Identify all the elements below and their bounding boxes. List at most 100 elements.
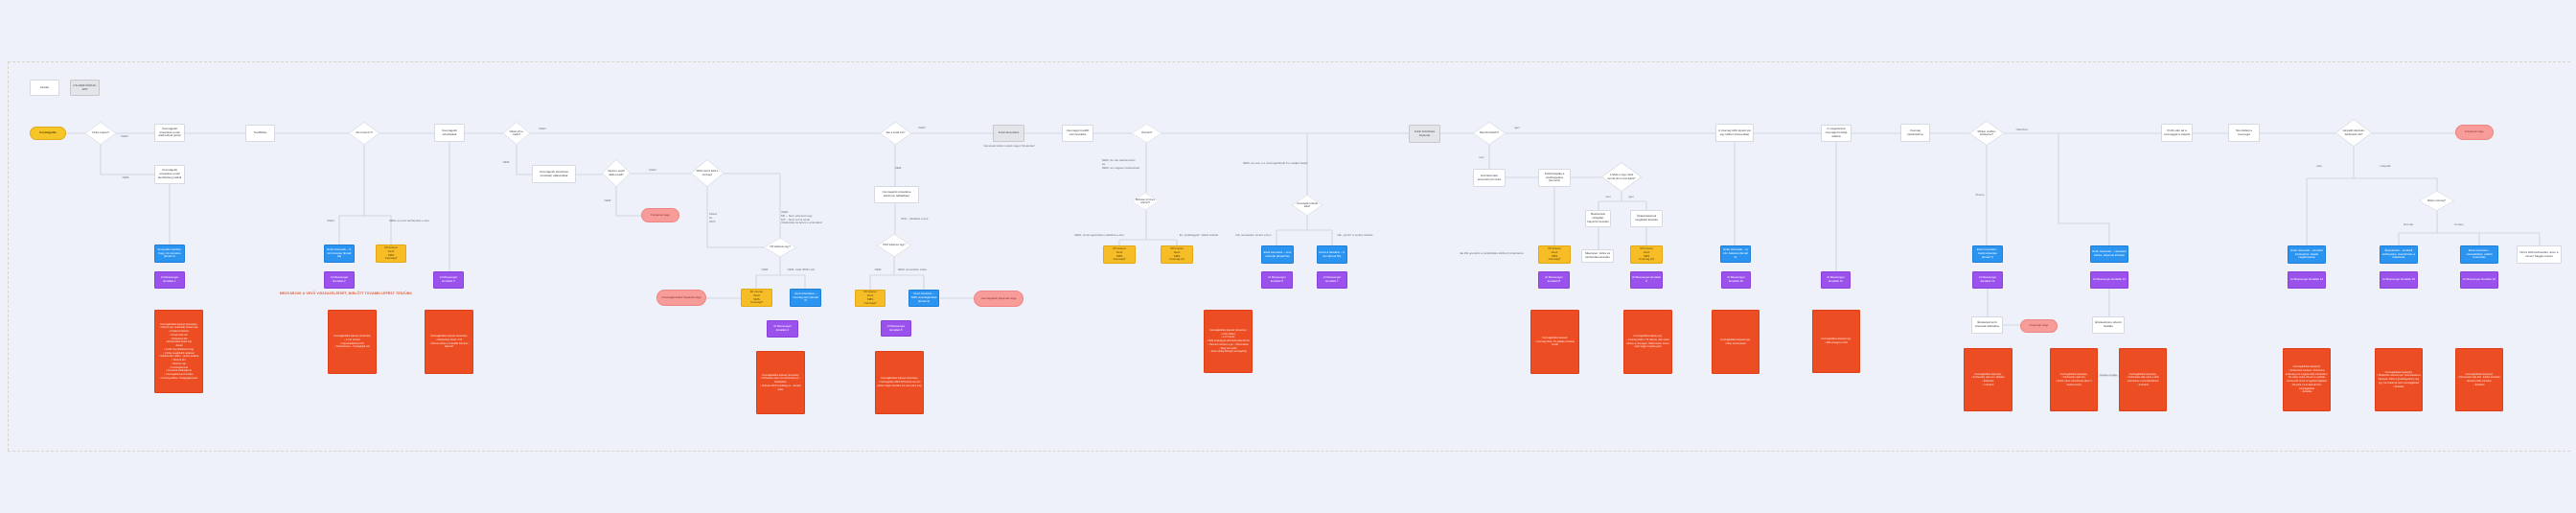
decision-node[interactable]: Csomagok számát adta? bbox=[1292, 195, 1322, 216]
legend-system-node[interactable]: CS-OEM MÓDJA: APP bbox=[70, 80, 100, 96]
email-step-node[interactable]: Ismét a feladóra – 2. kör (Email 5b) bbox=[1317, 245, 1347, 264]
details-note-node[interactable]: Csomagküldési lépése (je): • Csomag tétk… bbox=[1623, 310, 1672, 374]
process-node[interactable]: Csomagolót értesítése telefonon (ablakba… bbox=[874, 186, 919, 203]
ai-message-node[interactable]: AI Messenger Emailek 13 bbox=[2090, 271, 2128, 289]
details-note-node[interactable]: Csomagküldési lépések (értesítse): • Kör… bbox=[756, 351, 805, 414]
action-node[interactable]: MI üzenet Vevő SMS Csomag? bbox=[855, 290, 886, 307]
ai-message-node[interactable]: AI Messenger Emailek 10 bbox=[1721, 271, 1751, 289]
process-node[interactable]: Szemlélteti a csomagot bbox=[2228, 124, 2260, 142]
process-node[interactable]: Hozzárendelt azonosító jön létre bbox=[1473, 169, 1506, 187]
decision-node[interactable]: Biztosan jól írta a számot? bbox=[1132, 193, 1159, 210]
email-step-node[interactable]: Ezek üzenetek – új cím bekérés (Email 6) bbox=[1720, 245, 1751, 263]
end-node[interactable]: Folyamat vége bbox=[2020, 319, 2058, 333]
details-note-node[interactable]: Csomagküldési lépés(ek): • Visszavétel u… bbox=[2455, 348, 2503, 411]
process-node[interactable]: Sikertelen: törlés és kézbesítés-kezelés bbox=[1581, 249, 1614, 263]
email-step-node[interactable]: Ezek üzenetek – banki értesítés (Email 7… bbox=[1972, 245, 2003, 263]
decision-node[interactable]: Minden rendben kézbesítve? bbox=[1969, 121, 2004, 146]
process-node[interactable]: Csomagolót értesítették bbox=[434, 124, 465, 142]
process-node[interactable]: Csomag kiszámlázva bbox=[1900, 124, 1930, 142]
process-node[interactable]: Beérkezési vizsgálat, helyszíni kezelés bbox=[1585, 210, 1611, 227]
process-node[interactable]: Továbblép bbox=[245, 125, 275, 142]
ai-message-node[interactable]: AI Messenger Emailek 6 bbox=[1261, 271, 1293, 289]
legend-process-node[interactable]: Kezdet bbox=[30, 80, 59, 96]
action-node[interactable]: MI üzenet Vevő SMS Csomag? bbox=[741, 289, 772, 307]
details-note-node[interactable]: Csomagküldési lépések (értesítse): • Kié… bbox=[425, 310, 473, 374]
process-node[interactable]: Csomagolót értesítése email elérhetőség … bbox=[154, 165, 185, 184]
email-step-node[interactable]: Ezek üzenetek – visszaküldés, raktári be… bbox=[2460, 245, 2498, 264]
decision-node[interactable]: Válasz jött e-mailre? bbox=[503, 122, 530, 145]
decision-node[interactable]: A hibás-e vagy másik termék jött a csoma… bbox=[1601, 162, 1642, 192]
ai-message-node[interactable]: AI Messenger Emailek 2 bbox=[324, 271, 355, 289]
details-note-node[interactable]: Csomagküldési lépések (értesítse): • Cso… bbox=[875, 351, 924, 414]
system-node[interactable]: Futár tisztázása folyamat bbox=[1409, 125, 1440, 143]
decision-node[interactable]: Van-e email cím? bbox=[880, 122, 911, 145]
process-node[interactable]: Nincs több kézbesítés, azon a címen! Meg… bbox=[2517, 245, 2562, 264]
ai-message-node[interactable]: AI Messenger Emailek 8 bbox=[1538, 271, 1570, 289]
ai-message-node[interactable]: AI Messenger Emailek 16 bbox=[2460, 271, 2498, 289]
action-node[interactable]: MI üzenet Vevő SMS Csomag? bbox=[1538, 245, 1571, 264]
process-node[interactable]: Értékesítésre érkező feladás bbox=[2092, 316, 2125, 334]
ai-message-node[interactable]: AI Messenger Emailek 15 bbox=[2380, 271, 2418, 289]
email-step-node[interactable]: Vevő értesítés – SMS visszaigazolás (Ema… bbox=[908, 290, 939, 307]
details-note-node[interactable]: Csomagküldési lépések (je): • Más elnagy… bbox=[1812, 310, 1860, 373]
process-node[interactable]: Értékelést kérő üzenetek kiküldése bbox=[1971, 316, 2003, 334]
decision-node[interactable]: Hányadik sikertelen kézbesítés volt? bbox=[2335, 119, 2372, 147]
action-node[interactable]: MI üzenet Vevő SMS Csomag (3) bbox=[1630, 245, 1663, 264]
email-step-node[interactable]: Ezek üzenetek – visszavét bérlés, folyam… bbox=[2090, 245, 2128, 263]
email-step-node[interactable]: Értesítések – ismételt kézbesítés, vissz… bbox=[2380, 245, 2418, 264]
ai-message-node[interactable]: AI Messenger Emailek 7 bbox=[1317, 271, 1347, 289]
ai-message-node[interactable]: AI Messenger Emailek 14 bbox=[2288, 271, 2326, 289]
details-note-node[interactable]: Csomagküldési lépés(ek): • Kézbesítés ré… bbox=[2283, 348, 2331, 411]
decision-node[interactable]: Visszaírt? bbox=[1132, 124, 1162, 143]
details-note-node[interactable]: Csomagküldési lépések: • Csomag lökve: K… bbox=[1530, 310, 1579, 374]
end-node[interactable]: Csomagkezelési folyamat vége bbox=[656, 290, 706, 306]
process-node[interactable]: Csomagot tovább viszi levelébe bbox=[1062, 125, 1093, 142]
details-note-node[interactable]: Csomagküldési lépés(ek): • Kézbesítés ut… bbox=[2050, 348, 2098, 411]
ai-message-node[interactable]: AI Messenger Emailek 12 bbox=[1972, 271, 2003, 289]
end-node[interactable]: Folyamat vége bbox=[2455, 125, 2494, 140]
ai-message-node[interactable]: AI Messenger Emailek 5 bbox=[881, 320, 911, 337]
details-note-node[interactable]: Csomagküldési lépés(ek): • Kézbesítés ut… bbox=[1964, 348, 2012, 411]
decision-node[interactable]: Van email cím? bbox=[349, 122, 380, 145]
details-note-node[interactable]: Csomagküldési lépések (értesítse): • Kéz… bbox=[154, 310, 203, 393]
process-node[interactable]: A megérkezett csomagot lezárja adásra bbox=[1821, 125, 1852, 142]
decision-node[interactable]: Milyen csomag? bbox=[2419, 191, 2454, 211]
decision-node[interactable]: PRO telefonos ügy? bbox=[877, 234, 911, 257]
action-node[interactable]: MI üzenet Vevő SMS Csomag? bbox=[376, 245, 406, 263]
decision-node[interactable]: VIP telefonos ügy? bbox=[764, 238, 796, 257]
decision-node[interactable]: Mobil szerint kijött a csomag? bbox=[691, 159, 724, 187]
email-step-node[interactable]: Ezek üzenetek – nem érkezők (Email 5a) bbox=[1261, 245, 1294, 264]
action-node[interactable]: MI üzenet Vevő SMS Csomag (2) bbox=[1161, 245, 1193, 264]
ai-message-node[interactable]: AI Messenger Emailek 9 bbox=[1630, 271, 1663, 289]
edge-label: NEM bbox=[122, 175, 129, 179]
ai-message-node[interactable]: AI Messenger Emailek 3 bbox=[433, 271, 464, 289]
end-node[interactable]: Folyamat vége bbox=[641, 208, 679, 222]
details-note-node[interactable]: Csomagküldési lépés(ek): • Kézbesítés ut… bbox=[2119, 348, 2167, 411]
email-step-node[interactable]: Ismeretlen kérdés, hogy mit szeretne (Em… bbox=[154, 245, 185, 263]
decision-node[interactable]: Sikerült tisztázni? bbox=[1473, 122, 1506, 145]
email-step-node[interactable]: Ezek üzenetek – ismételt kézbesítés, fel… bbox=[2288, 245, 2326, 264]
ai-message-node[interactable]: AI Messenger Emailek 11 bbox=[1821, 271, 1851, 289]
start-node[interactable]: Csomagolás bbox=[30, 127, 66, 140]
process-node[interactable]: Felülvizsgálja a jóváhagyásra (lemond) bbox=[1538, 169, 1571, 187]
details-note-node[interactable]: Csomagküldési lépés(ek): • Hitelesítés v… bbox=[2375, 348, 2423, 411]
details-note-node[interactable]: Csomagküldési lépések (értesítse): • 2 k… bbox=[1204, 310, 1253, 373]
edge-label: NE, „ismét” 2 ember subsite bbox=[1337, 233, 1373, 237]
email-step-node[interactable]: Ezek üzenetek – 2. kör követés (Email 2a… bbox=[324, 245, 355, 263]
details-note-node[interactable]: Csomagküldési lépések (je): • Okys nevez… bbox=[1712, 310, 1760, 374]
process-node[interactable]: Csomagolót értesítése (ismételt) válaszo… bbox=[532, 165, 576, 183]
ai-message-node[interactable]: AI Messenger Emailek 1 bbox=[154, 271, 185, 289]
process-node[interactable]: Profit után ad a csomaggal a vásárló bbox=[2161, 124, 2193, 142]
process-node[interactable]: A csomag több lépést vár egy időben (bes… bbox=[1715, 124, 1754, 142]
process-node[interactable]: Csomagolót értesítése email elérhetővel … bbox=[154, 124, 185, 142]
ai-message-node[interactable]: AI Messenger Emailek 4 bbox=[767, 320, 798, 338]
email-step-node[interactable]: Vevő értesítése – csomag úton (Email 3) bbox=[790, 289, 821, 307]
action-node[interactable]: MI üzenet Vevő SMS Csomag? bbox=[1103, 245, 1136, 264]
decision-node[interactable]: Kapott-e segítő általa emailt? bbox=[602, 159, 631, 187]
process-node[interactable]: Újrakezelésnek megfelelő kezelés bbox=[1630, 210, 1663, 227]
decision-node[interactable]: Címke a lapon? bbox=[85, 122, 116, 145]
system-node[interactable]: Futár átvevődés bbox=[993, 125, 1024, 142]
details-note-node[interactable]: Csomagküldési lépések (értesítse): • 2. … bbox=[328, 310, 377, 374]
end-node[interactable]: Csomagolási folyamat vége bbox=[974, 291, 1024, 307]
